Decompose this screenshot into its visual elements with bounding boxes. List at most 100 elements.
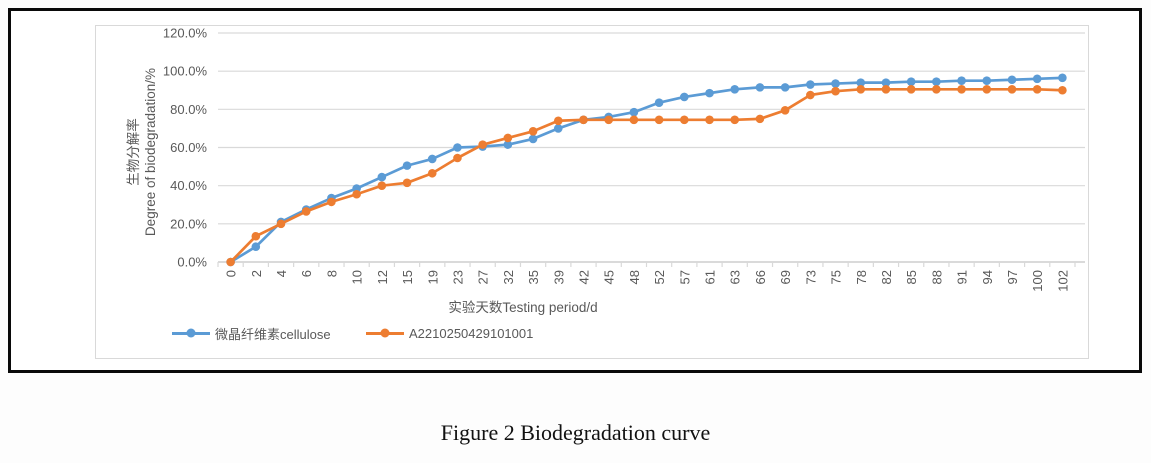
y-axis-title: 生物分解率 Degree of biodegradation/% xyxy=(125,7,159,297)
x-tick-label: 82 xyxy=(879,270,894,284)
x-tick-label: 32 xyxy=(501,270,516,284)
sample-data-point xyxy=(957,84,966,94)
cellulose-data-point xyxy=(906,77,916,86)
y-axis-title-english: Degree of biodegradation/% xyxy=(143,67,158,237)
x-tick-label: 75 xyxy=(829,270,844,284)
sample-data-point xyxy=(553,116,563,126)
cellulose-data-point xyxy=(528,134,538,144)
sample-data-point xyxy=(680,115,689,125)
y-tick-label: 20.0% xyxy=(170,216,207,231)
legend-item-cellulose[interactable]: 微晶纤维素cellulose xyxy=(172,324,331,342)
cellulose-data-point xyxy=(831,79,840,88)
sample-data-point xyxy=(881,84,891,94)
sample-data-point xyxy=(1007,84,1017,94)
x-tick-label: 8 xyxy=(324,270,339,277)
x-tick-label: 48 xyxy=(627,270,642,284)
x-tick-label: 42 xyxy=(576,270,591,284)
sample-data-point xyxy=(806,90,815,100)
sample-data-point xyxy=(982,84,992,94)
x-tick-label: 4 xyxy=(274,270,289,277)
x-tick-label: 66 xyxy=(753,270,768,284)
cellulose-data-point xyxy=(957,76,966,86)
cellulose-data-point xyxy=(503,140,513,149)
x-tick-label: 12 xyxy=(375,270,390,284)
cellulose-data-point xyxy=(1032,74,1042,84)
sample-data-point xyxy=(327,197,336,207)
sample-data-point xyxy=(1032,84,1042,94)
cellulose-data-point xyxy=(1058,73,1067,83)
x-tick-label: 27 xyxy=(476,270,491,284)
x-tick-label: 73 xyxy=(803,270,818,284)
x-tick-label: 63 xyxy=(728,270,743,284)
x-tick-label: 2 xyxy=(249,270,264,277)
x-tick-label: 97 xyxy=(1005,270,1020,284)
cellulose-data-point xyxy=(251,242,261,252)
x-axis-title: 实验天数Testing period/d xyxy=(448,300,598,315)
x-tick-label: 45 xyxy=(602,270,617,284)
sample-data-point xyxy=(402,178,412,188)
y-tick-label: 40.0% xyxy=(170,178,207,193)
sample-data-point xyxy=(226,257,235,267)
cellulose-data-point xyxy=(806,80,815,89)
cellulose-data-point xyxy=(402,161,412,170)
sample-data-point xyxy=(856,84,866,94)
sample-data-point xyxy=(1058,85,1067,95)
sample-data-point xyxy=(377,181,387,190)
legend-label-cellulose: 微晶纤维素cellulose xyxy=(215,326,331,342)
sample-data-point xyxy=(579,115,588,125)
cellulose-data-point xyxy=(755,83,765,92)
figure-caption: Figure 2 Biodegradation curve xyxy=(440,420,711,445)
x-tick-label: 100 xyxy=(1030,270,1045,292)
sample-data-point xyxy=(427,168,437,178)
cellulose-data-point xyxy=(780,83,790,92)
x-tick-label: 10 xyxy=(350,270,365,284)
x-tick-label: 91 xyxy=(955,270,970,284)
x-tick-label: 57 xyxy=(677,270,692,284)
cellulose-data-point xyxy=(453,143,462,152)
sample-data-point xyxy=(831,86,840,96)
sample-data-point xyxy=(780,105,790,115)
cellulose-data-point xyxy=(881,78,891,87)
sample-data-point xyxy=(453,153,462,163)
legend-label-sample: A2210250429101001 xyxy=(409,325,534,341)
sample-data-point xyxy=(705,115,714,125)
x-tick-label: 88 xyxy=(929,270,944,284)
sample-data-point xyxy=(528,126,538,136)
cellulose-data-point xyxy=(629,107,639,117)
y-tick-label: 80.0% xyxy=(170,102,207,117)
sample-data-point xyxy=(301,207,311,216)
x-tick-label: 94 xyxy=(980,270,995,284)
cellulose-data-point xyxy=(1007,75,1017,85)
x-tick-label: 78 xyxy=(854,270,869,284)
cellulose-data-point xyxy=(856,78,866,87)
sample-data-point xyxy=(276,219,286,229)
y-tick-label: 0.0% xyxy=(177,255,207,270)
x-tick-label: 19 xyxy=(425,270,440,284)
cellulose-data-point xyxy=(705,88,714,98)
sample-data-point xyxy=(251,231,261,241)
x-tick-label: 35 xyxy=(526,270,541,284)
cellulose-data-point xyxy=(730,84,740,94)
chart-legend: 微晶纤维素cellulose A2210250429101001 xyxy=(0,324,1151,342)
y-tick-label: 100.0% xyxy=(163,64,208,79)
x-tick-label: 102 xyxy=(1055,270,1070,292)
y-tick-label: 60.0% xyxy=(170,140,207,155)
y-axis-title-chinese: 生物分解率 xyxy=(126,118,141,186)
sample-data-point xyxy=(730,115,740,125)
cellulose-data-point xyxy=(982,76,992,86)
cellulose-series-marker-icon xyxy=(172,328,210,338)
legend-item-sample[interactable]: A2210250429101001 xyxy=(366,324,533,342)
x-tick-label: 69 xyxy=(778,270,793,284)
cellulose-data-point xyxy=(377,172,387,182)
sample-data-point xyxy=(604,115,613,125)
sample-data-point xyxy=(352,189,361,199)
x-tick-label: 15 xyxy=(400,270,415,284)
sample-data-point xyxy=(906,84,916,94)
x-tick-label: 6 xyxy=(299,270,314,277)
sample-data-point xyxy=(755,114,765,124)
cellulose-data-point xyxy=(553,124,563,133)
sample-data-point xyxy=(654,115,664,125)
y-tick-label: 120.0% xyxy=(163,26,208,41)
sample-data-point xyxy=(932,84,941,94)
